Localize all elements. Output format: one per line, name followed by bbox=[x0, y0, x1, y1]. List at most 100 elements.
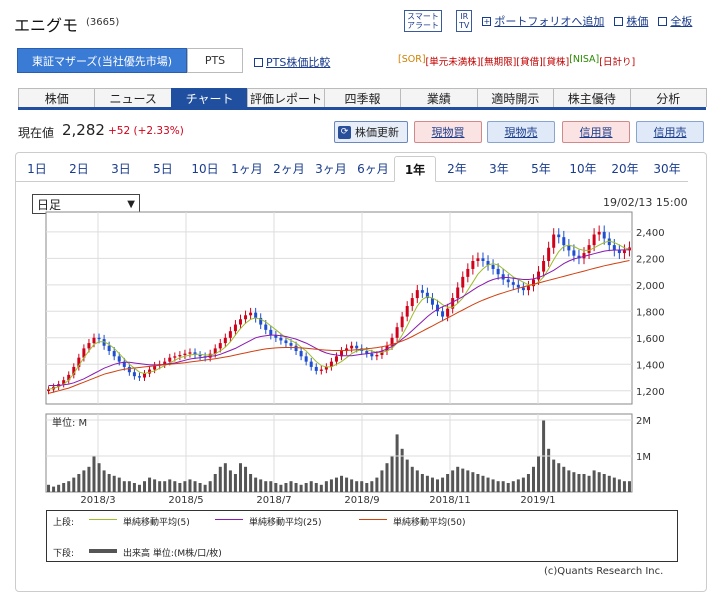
period-tab[interactable]: 3年 bbox=[478, 156, 520, 182]
period-tab[interactable]: 5日 bbox=[142, 156, 184, 182]
smart-alert-button[interactable]: スマート アラート bbox=[404, 10, 442, 32]
nav-tab[interactable]: 株主優待 bbox=[553, 88, 631, 107]
refresh-icon: ⟳ bbox=[338, 125, 351, 139]
volume-bar bbox=[607, 475, 611, 492]
ma50-line bbox=[48, 260, 630, 394]
pts-compare-text[interactable]: PTS株価比較 bbox=[266, 56, 331, 69]
period-tab[interactable]: 3日 bbox=[100, 156, 142, 182]
candle-body bbox=[173, 356, 177, 358]
candle-body bbox=[385, 345, 389, 352]
volume-bar bbox=[137, 484, 141, 492]
candle-body bbox=[501, 274, 505, 280]
margin-sell-button[interactable]: 信用売 bbox=[636, 121, 704, 143]
volume-bar bbox=[370, 481, 374, 492]
volume-bar bbox=[148, 477, 152, 492]
nav-tab[interactable]: 株価 bbox=[18, 88, 96, 107]
period-tab[interactable]: 30年 bbox=[646, 156, 688, 182]
candle-body bbox=[355, 345, 359, 349]
period-tab[interactable]: 1年 bbox=[394, 156, 436, 182]
full-board-link-text[interactable]: 全板 bbox=[670, 15, 693, 28]
volume-bar bbox=[531, 466, 535, 492]
spot-sell-button[interactable]: 現物売 bbox=[487, 121, 555, 143]
candle-body bbox=[299, 351, 303, 357]
period-tab[interactable]: 6ヶ月 bbox=[352, 156, 394, 182]
candle-body bbox=[602, 231, 606, 239]
candle-body bbox=[456, 287, 460, 299]
candle-body bbox=[117, 356, 121, 362]
candle-body bbox=[82, 348, 86, 358]
market-select-active[interactable]: 東証マザーズ(当社優先市場) bbox=[17, 48, 187, 73]
period-tab[interactable]: 2年 bbox=[436, 156, 478, 182]
portfolio-link[interactable]: + ポートフォリオへ追加 bbox=[482, 13, 604, 29]
chevron-down-icon: ▼ bbox=[127, 198, 135, 210]
volume-bar bbox=[617, 479, 621, 492]
volume-bar bbox=[441, 477, 445, 492]
margin-buy-button[interactable]: 信用買 bbox=[562, 121, 630, 143]
stock-price-link-text[interactable]: 株価 bbox=[626, 15, 649, 28]
price-tick-label: 1,600 bbox=[636, 334, 665, 345]
volume-bar bbox=[223, 463, 227, 492]
badge-item: [日計り] bbox=[599, 57, 636, 68]
nav-tab[interactable]: 業績 bbox=[400, 88, 478, 107]
period-tab[interactable]: 10日 bbox=[184, 156, 226, 182]
badge-item: [貸株] bbox=[542, 57, 570, 68]
market-select-pts[interactable]: PTS bbox=[187, 48, 243, 73]
volume-bar bbox=[62, 483, 66, 492]
volume-tick-label: 1M bbox=[636, 452, 651, 463]
period-tab[interactable]: 3ヶ月 bbox=[310, 156, 352, 182]
portfolio-link-text[interactable]: ポートフォリオへ追加 bbox=[494, 15, 605, 28]
volume-bar bbox=[390, 456, 394, 492]
period-tab[interactable]: 2日 bbox=[58, 156, 100, 182]
volume-bar bbox=[456, 466, 460, 492]
nav-tab[interactable]: 評価レポート bbox=[247, 88, 325, 107]
volume-bar bbox=[385, 463, 389, 492]
ma25-line bbox=[48, 249, 630, 386]
refresh-button[interactable]: ⟳ 株価更新 bbox=[334, 121, 408, 143]
volume-bar bbox=[334, 477, 338, 492]
legend-ma5-text: 単純移動平均(5) bbox=[123, 518, 190, 528]
pts-compare-link[interactable]: PTS株価比較 bbox=[254, 54, 330, 70]
candle-body bbox=[526, 286, 530, 291]
candle-body bbox=[461, 276, 465, 288]
nav-tab[interactable]: 適時開示 bbox=[476, 88, 555, 107]
candle-body bbox=[400, 316, 404, 328]
nav-tab[interactable]: チャート bbox=[170, 88, 249, 107]
volume-bar bbox=[526, 474, 530, 492]
period-tab[interactable]: 5年 bbox=[520, 156, 562, 182]
volume-bar bbox=[486, 477, 490, 492]
volume-bar bbox=[259, 479, 263, 492]
candle-body bbox=[446, 308, 450, 317]
candle-body bbox=[466, 268, 470, 277]
legend-ma25-text: 単純移動平均(25) bbox=[249, 518, 322, 528]
stock-price-link[interactable]: 株価 bbox=[614, 13, 648, 29]
candle-body bbox=[496, 268, 500, 275]
period-tab[interactable]: 10年 bbox=[562, 156, 604, 182]
period-tab[interactable]: 1ヶ月 bbox=[226, 156, 268, 182]
volume-bar bbox=[350, 479, 354, 492]
candle-body bbox=[486, 260, 490, 265]
x-tick-label: 2018/7 bbox=[256, 495, 291, 506]
candle-body bbox=[597, 231, 601, 235]
candle-body bbox=[415, 290, 419, 299]
candle-body bbox=[153, 365, 157, 370]
full-board-link[interactable]: 全板 bbox=[658, 13, 692, 29]
period-tab[interactable]: 20年 bbox=[604, 156, 646, 182]
badge-item: [単元未満株] bbox=[425, 57, 481, 68]
ir-tv-button[interactable]: IR TV bbox=[456, 10, 473, 32]
volume-bar bbox=[97, 463, 101, 492]
candle-body bbox=[420, 290, 424, 293]
candle-body bbox=[92, 337, 96, 344]
candle-body bbox=[476, 258, 480, 261]
nav-tab[interactable]: 分析 bbox=[629, 88, 707, 107]
period-tab[interactable]: 1日 bbox=[16, 156, 58, 182]
main-nav: 株価 ニュース チャート 評価レポート 四季報 業績 適時開示 株主優待 分析 bbox=[18, 88, 707, 110]
candle-body bbox=[304, 356, 308, 362]
candle-body bbox=[506, 279, 510, 283]
period-tab[interactable]: 2ヶ月 bbox=[268, 156, 310, 182]
volume-bar bbox=[516, 479, 520, 492]
badge-item: [NISA] bbox=[569, 54, 600, 65]
candle-body bbox=[178, 355, 182, 357]
spot-buy-button[interactable]: 現物買 bbox=[414, 121, 482, 143]
volume-bar bbox=[183, 481, 187, 492]
nav-tab[interactable]: 四季報 bbox=[323, 88, 402, 107]
